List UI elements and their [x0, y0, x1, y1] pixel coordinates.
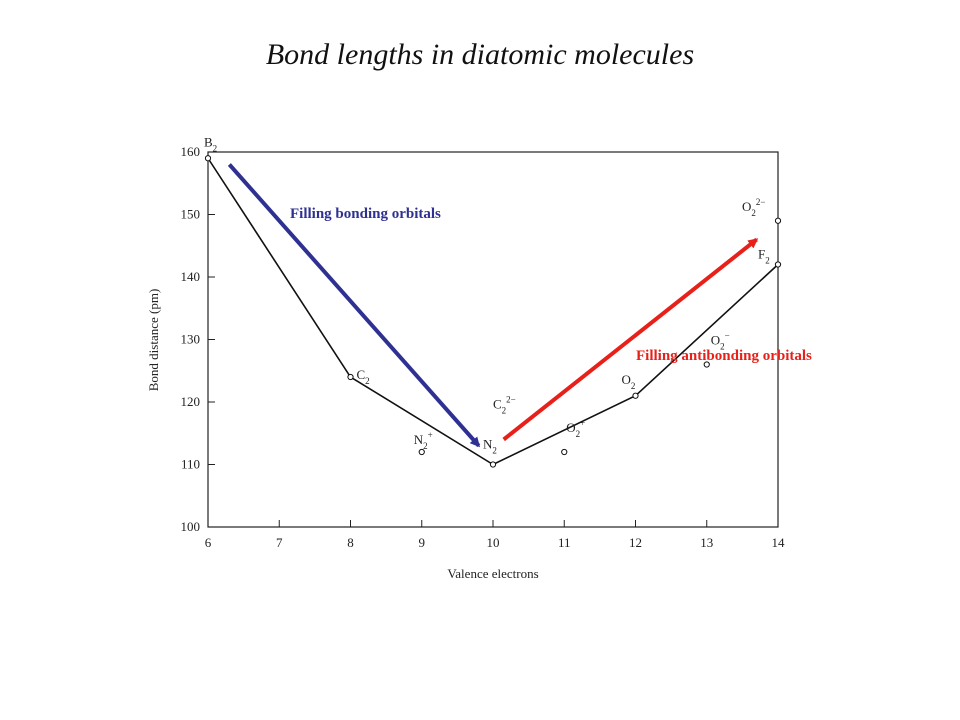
molecule-label: C22−: [493, 394, 516, 415]
ion-group: N2+ O2+ O2− O22− C22−: [414, 197, 782, 456]
ion-point: [418, 448, 425, 456]
data-point: [347, 373, 354, 381]
x-axis-ticks: 6 7 8 9 10 11 12 13 14: [205, 520, 785, 550]
antibonding-arrow: [502, 237, 759, 442]
y-tick-label: 140: [181, 269, 201, 284]
y-tick-label: 120: [181, 394, 201, 409]
molecule-label: B2: [204, 134, 217, 153]
series-group: B2 C2 N2 O2 F2: [204, 134, 782, 468]
molecule-label: F2: [758, 247, 770, 266]
x-tick-label: 10: [487, 535, 500, 550]
molecule-label: N2: [483, 437, 497, 456]
y-tick-label: 160: [181, 144, 201, 159]
data-point: [632, 392, 639, 399]
x-axis-title: Valence electrons: [447, 566, 538, 581]
data-point: [204, 155, 212, 162]
molecule-label: O2−: [711, 331, 730, 352]
bonding-arrow: [227, 163, 481, 448]
x-tick-label: 6: [205, 535, 212, 550]
molecule-label: O2+: [566, 418, 585, 439]
ion-point: [561, 448, 568, 456]
ion-point: [774, 217, 782, 224]
x-tick-label: 13: [700, 535, 713, 550]
molecule-label: O22−: [742, 197, 765, 218]
data-point: [774, 261, 782, 268]
molecule-label: C2: [357, 367, 370, 386]
ion-point: [703, 361, 710, 368]
y-tick-label: 110: [181, 457, 200, 472]
antibonding-annotation: Filling antibonding orbitals: [636, 348, 812, 364]
molecule-label: O2: [622, 372, 636, 391]
x-tick-label: 14: [772, 535, 786, 550]
y-tick-label: 130: [181, 332, 201, 347]
x-tick-label: 8: [347, 535, 354, 550]
y-tick-label: 150: [181, 207, 201, 222]
y-axis-ticks: 100 110 120 130 140 150 160: [181, 144, 215, 534]
molecule-label: N2+: [414, 430, 433, 451]
series-line: [207, 157, 779, 466]
x-tick-label: 11: [558, 535, 571, 550]
bonding-annotation: Filling bonding orbitals: [290, 206, 441, 222]
x-tick-label: 7: [276, 535, 283, 550]
slide-title: Bond lengths in diatomic molecules: [265, 38, 695, 71]
data-point: [489, 461, 497, 468]
x-tick-label: 12: [629, 535, 642, 550]
y-tick-label: 100: [181, 519, 201, 534]
arrow-group: Filling bonding orbitals Filling antibond…: [227, 163, 812, 448]
x-tick-label: 9: [419, 535, 426, 550]
y-axis-title: Bond distance (pm): [146, 289, 161, 392]
